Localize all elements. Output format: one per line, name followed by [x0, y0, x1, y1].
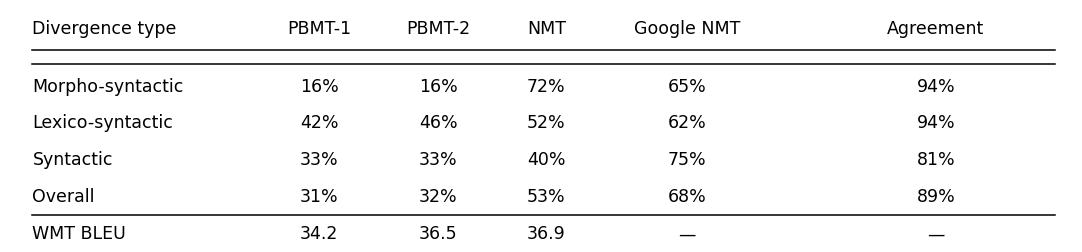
Text: 31%: 31% — [300, 187, 339, 206]
Text: 32%: 32% — [419, 187, 458, 206]
Text: NMT: NMT — [527, 20, 566, 38]
Text: PBMT-1: PBMT-1 — [287, 20, 352, 38]
Text: 65%: 65% — [668, 78, 707, 96]
Text: 89%: 89% — [916, 187, 955, 206]
Text: Lexico-syntactic: Lexico-syntactic — [32, 114, 173, 133]
Text: 52%: 52% — [527, 114, 566, 133]
Text: 36.5: 36.5 — [419, 225, 458, 243]
Text: Divergence type: Divergence type — [32, 20, 176, 38]
Text: 53%: 53% — [527, 187, 566, 206]
Text: Syntactic: Syntactic — [32, 151, 113, 169]
Text: Google NMT: Google NMT — [634, 20, 740, 38]
Text: Morpho-syntactic: Morpho-syntactic — [32, 78, 184, 96]
Text: 94%: 94% — [916, 114, 955, 133]
Text: 75%: 75% — [668, 151, 707, 169]
Text: —: — — [678, 225, 696, 243]
Text: WMT BLEU: WMT BLEU — [32, 225, 127, 243]
Text: 68%: 68% — [668, 187, 707, 206]
Text: —: — — [927, 225, 945, 243]
Text: 16%: 16% — [300, 78, 339, 96]
Text: 42%: 42% — [300, 114, 339, 133]
Text: Agreement: Agreement — [887, 20, 985, 38]
Text: 33%: 33% — [300, 151, 339, 169]
Text: 36.9: 36.9 — [527, 225, 566, 243]
Text: Overall: Overall — [32, 187, 95, 206]
Text: 33%: 33% — [419, 151, 458, 169]
Text: 16%: 16% — [419, 78, 458, 96]
Text: 81%: 81% — [916, 151, 955, 169]
Text: PBMT-2: PBMT-2 — [406, 20, 471, 38]
Text: 94%: 94% — [916, 78, 955, 96]
Text: 46%: 46% — [419, 114, 458, 133]
Text: 62%: 62% — [668, 114, 707, 133]
Text: 72%: 72% — [527, 78, 566, 96]
Text: 40%: 40% — [527, 151, 566, 169]
Text: 34.2: 34.2 — [300, 225, 339, 243]
